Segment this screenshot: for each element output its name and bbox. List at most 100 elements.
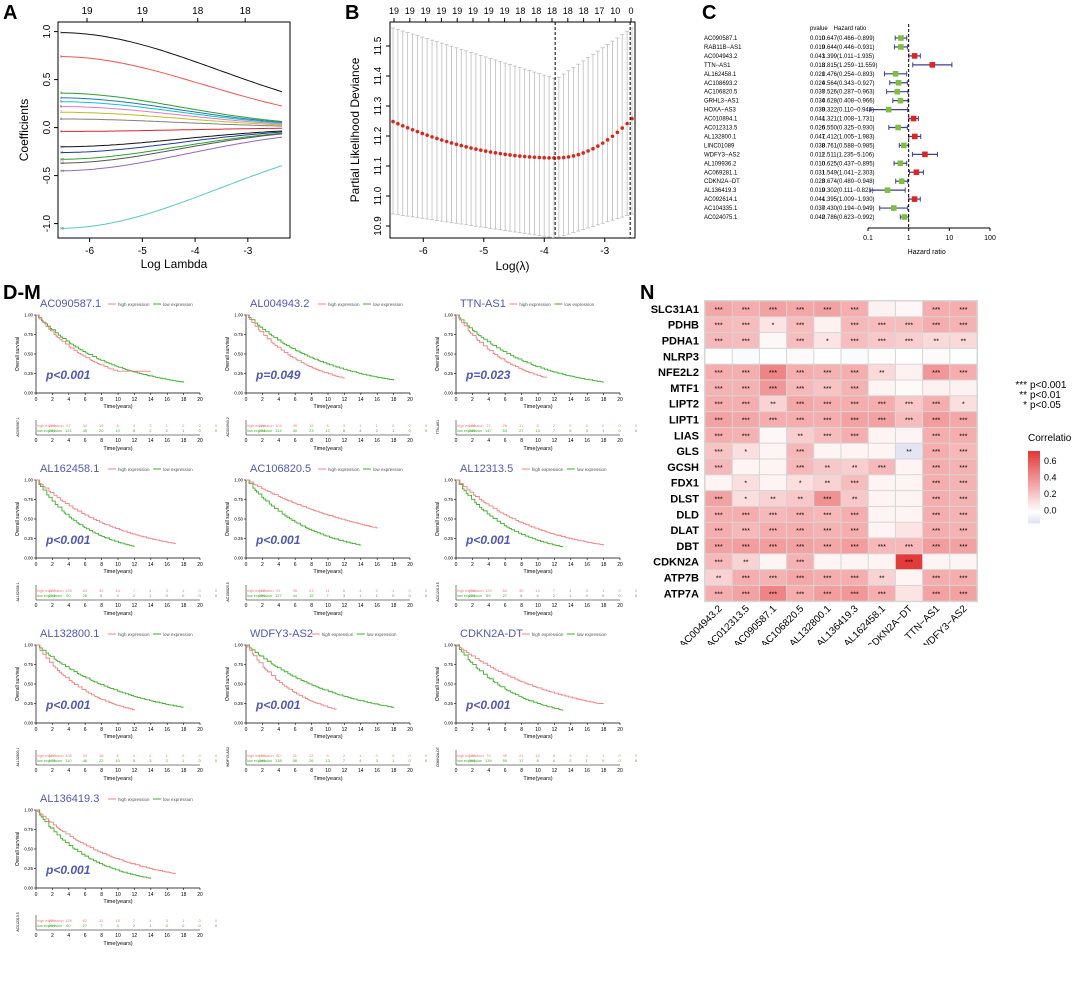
cell-stars: *** — [959, 528, 967, 535]
heatmap-cell — [732, 380, 759, 396]
heatmap-cell — [923, 380, 950, 396]
x-tick-label: 0 — [35, 727, 38, 733]
coef-path-4 — [60, 101, 283, 124]
risk-high-value: 71 — [486, 423, 491, 428]
deviance-point — [454, 142, 459, 147]
gene-name: AC004943.2 — [704, 54, 738, 60]
risk-x-tick-label: 16 — [584, 438, 590, 444]
y-tick-label: 0.00 — [234, 721, 243, 726]
km-title: AC106820.5 — [250, 463, 311, 475]
km-curve-low — [246, 644, 395, 708]
risk-low-value: 1 — [149, 923, 152, 928]
cell-stars: *** — [932, 481, 940, 488]
x-tick-label: 16 — [584, 562, 590, 568]
deviance-point — [581, 151, 586, 155]
risk-high-value: 8 — [116, 753, 119, 758]
cell-stars: *** — [932, 576, 940, 583]
heatmap-cell — [759, 443, 787, 459]
risk-low-value: 0 — [618, 428, 621, 433]
heatmap-cell — [895, 396, 923, 412]
heatmap-cell — [841, 491, 868, 506]
heatmap-cell — [705, 412, 732, 427]
risk-high-value: 2 — [586, 753, 589, 758]
cell-stars: *** — [932, 449, 940, 456]
cell-stars: *** — [742, 307, 750, 314]
heatmap-cell — [895, 427, 923, 443]
heatmap-cell — [950, 333, 977, 348]
y-tick-label: 0.00 — [24, 886, 33, 891]
risk-low-value: 2 — [133, 923, 136, 928]
risk-low-value: 249 — [259, 758, 266, 763]
cell-stars: *** — [932, 370, 940, 377]
heatmap-cell — [868, 459, 895, 475]
heatmap-cell — [923, 491, 950, 506]
top-tick-label: 19 — [389, 6, 399, 16]
risk-high-value: 5 — [536, 423, 539, 428]
risk-low-value: 3 — [116, 923, 119, 928]
risk-x-tick-label: 20 — [617, 768, 623, 774]
risk-low-value: 1 — [602, 428, 605, 433]
y-tick-label: 11.3 — [373, 96, 384, 115]
risk-high-value: 21 — [519, 753, 524, 758]
x-tick-label: 18 — [391, 397, 397, 403]
risk-low-label: low expression — [247, 759, 272, 763]
y-axis-title: Overall survival — [15, 502, 21, 536]
heatmap-cell — [868, 317, 895, 333]
deviance-point — [513, 153, 517, 158]
hr-marker — [894, 88, 901, 95]
cell-stars: ** — [961, 339, 967, 346]
y-tick-label: 0.50 — [234, 352, 243, 357]
risk-low-value: 0 — [635, 593, 638, 598]
cell-stars: ** — [825, 465, 831, 472]
heatmap-cell — [732, 364, 759, 380]
risk-low-value: 1 — [149, 593, 152, 598]
coef-path-5 — [60, 106, 283, 125]
heatmap-cell — [841, 364, 868, 380]
risk-low-value: 0 — [425, 593, 428, 598]
deviance-point — [542, 155, 546, 160]
cell-stars: *** — [959, 307, 967, 314]
risk-low-value: 139 — [485, 758, 492, 763]
heatmap-cell — [895, 364, 923, 380]
risk-high-value: 0 — [392, 423, 395, 428]
coef-path-label-14: 15 — [60, 226, 64, 230]
cell-stars: *** — [851, 576, 859, 583]
heatmap-cell — [868, 506, 895, 522]
risk-low-value: 4 — [116, 593, 119, 598]
risk-x-tick-label: 4 — [487, 603, 490, 609]
cell-stars: *** — [823, 433, 831, 440]
risk-high-value: 0 — [215, 423, 218, 428]
hr-text: 0.647(0.466−0.899) — [822, 36, 875, 42]
cell-stars: *** — [878, 544, 886, 551]
risk-low-label: low expression — [457, 429, 482, 433]
cell-stars: *** — [851, 544, 859, 551]
cell-stars: ** — [879, 370, 885, 377]
x-tick-label: 4 — [67, 562, 70, 568]
y-tick-label: 1.00 — [234, 313, 243, 318]
x-tick-label: 16 — [164, 562, 170, 568]
cell-stars: *** — [823, 576, 831, 583]
km-plot-0: AC090587.1 high expression low expression0… — [15, 298, 218, 452]
risk-high-value: 194 — [469, 423, 476, 428]
risk-low-value: 290 — [259, 593, 266, 598]
x-axis-title: Hazard ratio — [908, 249, 946, 256]
risk-x-tick-label: 2 — [51, 933, 54, 939]
risk-low-value: 246 — [469, 428, 476, 433]
cell-stars: *** — [742, 370, 750, 377]
x-tick-label: 2 — [51, 397, 54, 403]
risk-x-tick-label: 2 — [471, 603, 474, 609]
risk-x-tick-label: 10 — [325, 768, 331, 774]
risk-x-tick-label: 6 — [504, 768, 507, 774]
cell-stars: *** — [715, 591, 723, 598]
colorbar-step — [1028, 455, 1040, 459]
cell-stars: *** — [959, 544, 967, 551]
risk-high-value: 1 — [166, 423, 169, 428]
risk-side-label: AC106820.5 — [226, 582, 230, 602]
risk-x-tick-label: 4 — [487, 438, 490, 444]
risk-x-tick-label: 16 — [584, 768, 590, 774]
y-tick-label: 0.25 — [444, 536, 453, 541]
deviance-point — [410, 127, 415, 132]
heatmap-cell — [732, 459, 759, 475]
x-axis-title: Log(λ) — [495, 259, 529, 273]
cell-stars: ** — [797, 497, 803, 504]
